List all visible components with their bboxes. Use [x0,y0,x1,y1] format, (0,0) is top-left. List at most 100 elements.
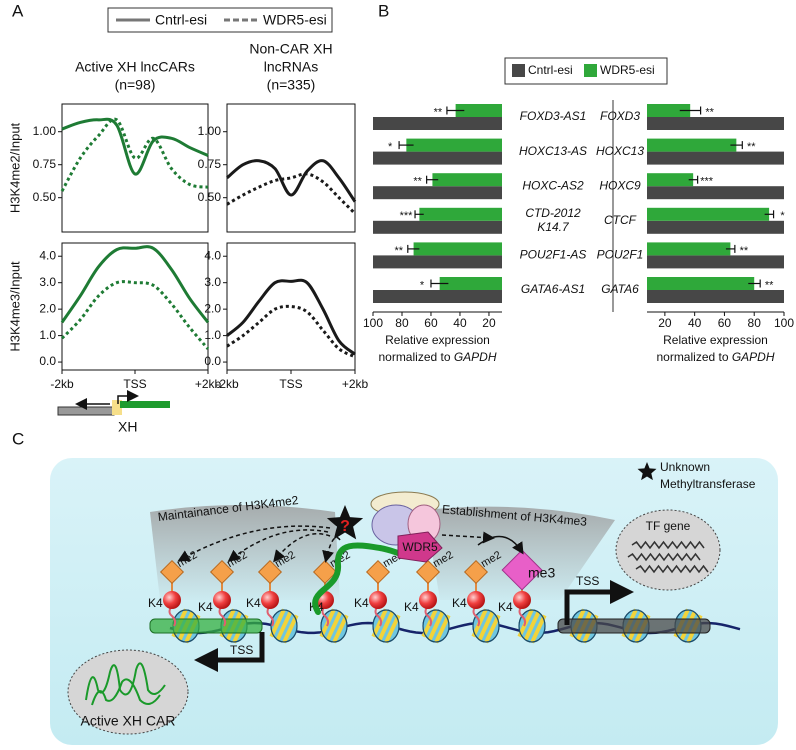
x-tick-label: +2kb [195,377,222,391]
panel-label: A [12,1,24,20]
x-axis-label-part: GAPDH [454,350,497,364]
car-transcripts [85,662,166,701]
residue-label: K4 [452,596,467,610]
me3-mark [501,549,543,591]
unknown-mark: ? [340,518,350,535]
significance-label: ** [705,106,714,118]
legend-text: Methyltransferase [660,477,756,491]
y-tick-label: 2.0 [204,301,221,315]
profile-line [61,117,209,176]
complex-label: WDR5 [402,540,438,554]
category-label: POU2F1 [597,248,644,262]
y-tick-label: 1.00 [198,124,222,138]
significance-label: ** [740,245,749,257]
significance-label: * [420,279,425,291]
significance-label: ** [747,141,756,153]
significance-label: ** [413,176,422,188]
lysine [467,591,485,609]
nucleosome-edge [270,609,298,643]
nucleosome [421,608,451,644]
bar [647,220,784,234]
y-tick-label: 0.75 [198,157,222,171]
bar [647,104,691,117]
y-tick-label: 4.0 [204,248,221,262]
bar [373,186,502,200]
histone-tail [168,605,177,627]
transcript [627,552,701,562]
nucleosome-stripe [332,614,349,644]
chart-title: (n=98) [115,77,156,93]
chart-title: (n=335) [267,77,316,93]
x-tick-label: 60 [718,316,732,330]
x-tick-label: 80 [748,316,762,330]
plot-frame [61,103,209,233]
lysine [163,591,181,609]
significance-label: ** [434,106,443,118]
y-tick-label: 0.0 [204,354,221,368]
error-bar [398,141,414,150]
bar [373,151,502,165]
plot-frame [61,242,209,371]
bar [647,277,755,290]
lysine [369,591,387,609]
car-label: Active XH CAR [81,713,176,729]
x-tick-label: 40 [453,316,467,330]
nucleosome-stripe [421,608,438,638]
significance-label: *** [700,176,714,188]
nucleosome-stripe [530,614,547,644]
significance-label: ** [395,245,404,257]
nucleosome-edge [372,609,400,643]
nucleosome-stripe [325,611,343,641]
residue-label: K4 [198,600,213,614]
nucleosome-edge [518,609,546,643]
nucleosome-stripe [371,608,388,638]
dashed-arrow [273,532,331,563]
legend-star [637,462,657,481]
bar [647,151,784,165]
nucleosome [269,608,299,644]
error-bar [730,141,743,150]
car-transcripts [91,678,161,706]
bar [647,255,784,269]
x-axis-label-part: GAPDH [732,350,775,364]
category-label: GATA6-AS1 [521,282,585,296]
profile-line [226,159,357,203]
histone-tail [518,605,527,627]
x-tick-label: 100 [363,316,383,330]
error-bar [679,106,702,115]
error-bar [430,279,449,288]
bar [455,104,502,117]
significance-label: *** [400,210,414,222]
profile-line [226,278,356,356]
category-label: FOXD3-AS1 [520,109,587,123]
category-label: HOXC13-AS [519,144,587,158]
y-tick-label: 0.0 [39,354,56,368]
x-tick-label: -2kb [215,377,239,391]
bar [413,242,502,256]
y-tick-label: 3.0 [39,275,56,289]
y-tick-label: 0.50 [33,190,57,204]
chart-title: Non-CAR XH [249,41,332,57]
nucleosome-stripe [427,611,445,641]
x-tick-label: 20 [482,316,496,330]
histone-tail [218,605,227,627]
nucleosome-stripe [477,611,495,641]
category-label: HOXC9 [599,178,641,192]
residue-label: K4 [498,600,513,614]
error-bar [446,106,465,115]
tf-gene-bubble [615,509,721,591]
y-tick-label: 0.50 [198,190,222,204]
bar [432,173,502,187]
dashed-arrow [227,529,329,562]
category-label: CTD-2012 [525,206,581,220]
x-axis-label: Relative expression [385,333,490,347]
significance-label: * [388,141,393,153]
category-label: CTCF [604,213,637,227]
bar [647,173,694,187]
residue-label: K4 [148,596,163,610]
lysine [513,591,531,609]
tss-label: TSS [576,574,599,588]
chart-title: lncRNAs [264,59,318,75]
nucleosome-stripe [275,611,293,641]
legend-swatch [512,64,525,77]
